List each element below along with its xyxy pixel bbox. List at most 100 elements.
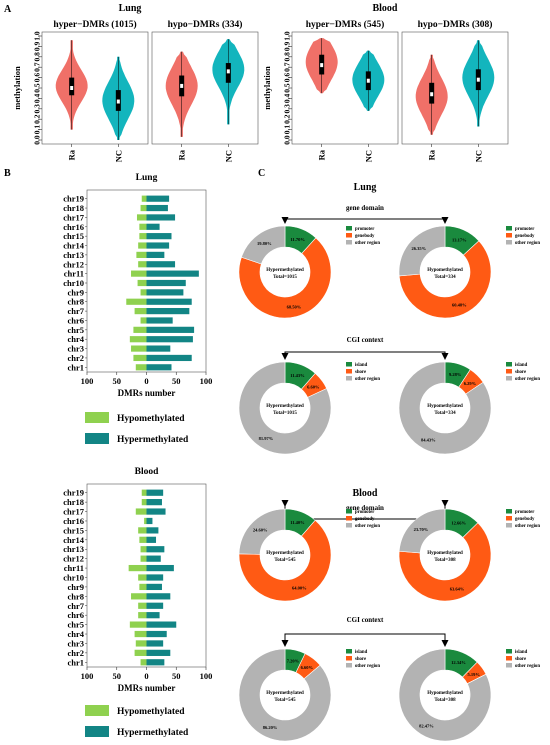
bar-hypomethylated — [138, 602, 147, 609]
donut-slice-other-region — [238, 508, 286, 555]
donut-center-total: Total=334 — [434, 275, 456, 280]
violin-median — [430, 92, 434, 97]
arrow-head — [281, 353, 289, 360]
bar-hypomethylated — [138, 242, 147, 249]
violin-title: hyper−DMRs (545) — [306, 19, 385, 30]
chromosome-label: chr12 — [63, 554, 84, 564]
bar-hypomethylated — [139, 583, 147, 591]
bar-hypermethylated — [146, 517, 153, 525]
bar-hypomethylated — [135, 364, 147, 371]
donut-legend-label: genebody — [355, 234, 375, 239]
donut-center-total: Total=308 — [434, 698, 456, 703]
bar-hypomethylated — [131, 593, 147, 600]
chromosome-label: chr2 — [67, 353, 84, 363]
violin-tissue-blood: Blood — [372, 3, 397, 14]
donut-legend-label: island — [355, 650, 368, 655]
bar-hypomethylated — [141, 489, 147, 496]
donut-percent-label: 23.70% — [414, 527, 429, 532]
violin-median — [116, 99, 120, 104]
bar-hypermethylated — [146, 630, 167, 638]
donut-legend-swatch — [506, 663, 512, 668]
bar-hypermethylated — [146, 583, 162, 591]
donut-legend-label: other region — [515, 524, 540, 529]
bar-hypomethylated — [134, 649, 147, 656]
bar-hypermethylated — [146, 602, 164, 609]
chromosome-label: chr16 — [63, 516, 84, 526]
bar-hypomethylated — [135, 508, 147, 515]
donut-percent-label: 13.17% — [452, 237, 467, 242]
donut-legend-label: genebody — [355, 517, 375, 522]
bar-hypermethylated — [146, 612, 160, 619]
bar-hypermethylated — [146, 546, 165, 553]
donut-context-title: CGI context — [347, 616, 384, 624]
donut-percent-label: 6.29% — [464, 381, 477, 386]
donut-legend-label: island — [515, 650, 528, 655]
legend-swatch-hypermethylated — [85, 433, 109, 444]
arrow-head — [281, 640, 289, 647]
donut-percent-label: 68.50% — [287, 304, 302, 309]
bar-hypermethylated — [146, 261, 176, 268]
x-axis-label: DMRs number — [118, 683, 176, 693]
donut-legend-swatch — [506, 523, 512, 528]
donut-slice-other-region — [398, 508, 446, 554]
bar-hypermethylated — [146, 489, 164, 496]
donut-legend-label: shore — [515, 657, 526, 662]
donut-context-title: gene domain — [346, 504, 384, 512]
x-tick-label: 0 — [144, 671, 148, 681]
bar-hypermethylated — [146, 593, 171, 600]
donut-center-total: Total=1015 — [273, 411, 297, 416]
bar-hypomethylated — [136, 214, 147, 221]
donut-percent-label: 12.34% — [451, 660, 466, 665]
arrow-head — [281, 500, 289, 507]
donut-legend-label: other region — [355, 241, 380, 246]
donut-legend-label: shore — [515, 370, 526, 375]
bar-hypermethylated — [146, 649, 171, 656]
donut-slice-genebody — [398, 240, 492, 319]
bar-hypermethylated — [146, 527, 159, 534]
legend-label: Hypomethylated — [117, 707, 185, 717]
bar-hypomethylated — [136, 251, 147, 258]
bar-hypermethylated — [146, 223, 160, 230]
donut-slice-other-region — [398, 225, 446, 277]
bar-title: Lung — [136, 173, 158, 183]
donut-legend-label: promoter — [355, 510, 375, 515]
chromosome-label: chr10 — [63, 278, 84, 288]
violin-median — [180, 83, 184, 88]
donut-slice-genebody — [398, 522, 492, 602]
y-tick-label: 1.0 — [283, 31, 292, 41]
bar-hypomethylated — [139, 223, 147, 230]
bar-hypermethylated — [146, 195, 170, 202]
x-tick-label: 100 — [81, 671, 94, 681]
donut-percent-label: 63.64% — [450, 586, 465, 591]
donut-legend-swatch — [506, 376, 512, 381]
donut-legend-swatch — [346, 226, 352, 231]
bar-hypomethylated — [129, 336, 147, 343]
bar-hypermethylated — [146, 336, 193, 343]
violin-plot-frame — [151, 31, 259, 145]
violin-median — [476, 77, 480, 82]
bar-hypomethylated — [140, 204, 147, 212]
bar-hypermethylated — [146, 270, 199, 277]
x-tick-label: 50 — [113, 376, 122, 386]
chromosome-label: chr13 — [63, 544, 84, 554]
donut-legend-swatch — [346, 376, 352, 381]
bar-hypermethylated — [146, 214, 176, 221]
legend-label: Hypomethylated — [117, 414, 185, 424]
bar-hypermethylated — [146, 289, 184, 296]
bar-hypomethylated — [131, 270, 147, 277]
x-tick-label: Ra — [67, 149, 77, 160]
donut-legend-label: other region — [515, 241, 540, 246]
donut-percent-label: 5.19% — [467, 672, 480, 677]
bar-hypomethylated — [135, 640, 147, 647]
y-tick-label: 0.4 — [33, 93, 42, 103]
bar-hypermethylated — [146, 555, 161, 562]
chromosome-label: chr14 — [63, 535, 85, 545]
bar-hypermethylated — [146, 345, 171, 352]
bar-title: Blood — [135, 467, 159, 477]
bar-hypomethylated — [126, 298, 147, 305]
donut-percent-label: 11.70% — [291, 237, 306, 242]
legend-label: Hypermethylated — [117, 728, 189, 738]
donut-slice-other-region — [398, 648, 492, 742]
y-tick-label: 0.6 — [283, 73, 292, 83]
